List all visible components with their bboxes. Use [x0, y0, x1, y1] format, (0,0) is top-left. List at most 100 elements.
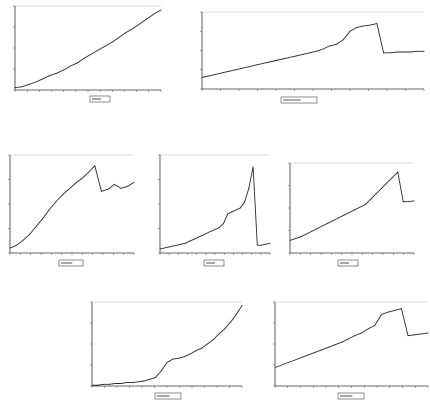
chart-5	[288, 162, 415, 267]
data-point	[387, 311, 389, 313]
data-point	[172, 245, 174, 247]
data-point	[224, 328, 226, 330]
data-point	[163, 247, 165, 249]
data-point	[403, 51, 405, 53]
data-point	[118, 36, 120, 38]
chart-2	[200, 11, 425, 104]
data-point	[180, 243, 182, 245]
data-point	[338, 217, 340, 219]
data-point	[364, 203, 366, 205]
chart-7	[273, 301, 429, 400]
data-point	[125, 31, 127, 33]
data-point	[193, 238, 195, 240]
data-point	[159, 248, 161, 250]
data-point	[248, 66, 250, 68]
data-point	[113, 183, 115, 185]
data-point	[120, 382, 122, 384]
data-point	[389, 52, 391, 54]
data-point	[55, 201, 57, 203]
data-point	[402, 201, 404, 203]
data-point	[68, 188, 70, 190]
data-point	[370, 198, 372, 200]
data-point	[108, 383, 110, 385]
data-point	[197, 236, 199, 238]
data-point	[35, 226, 37, 228]
data-point	[160, 9, 162, 11]
data-point	[56, 72, 58, 74]
data-point	[289, 239, 291, 241]
data-point	[332, 220, 334, 222]
data-point	[354, 335, 356, 337]
data-point	[275, 60, 277, 62]
chart-6	[90, 301, 243, 400]
data-point	[375, 193, 377, 195]
data-point	[63, 69, 65, 71]
data-point	[334, 344, 336, 346]
data-point	[416, 50, 418, 52]
data-point	[16, 244, 18, 246]
data-point	[218, 333, 220, 335]
data-point	[160, 370, 162, 372]
data-point	[9, 247, 11, 249]
data-point	[221, 72, 223, 74]
series-line-1	[9, 164, 135, 249]
data-point	[302, 53, 304, 55]
data-point	[316, 228, 318, 230]
data-point	[49, 75, 51, 77]
data-point	[178, 357, 180, 359]
data-point	[74, 182, 76, 184]
data-point	[282, 58, 284, 60]
data-point	[391, 176, 393, 178]
data-point	[322, 48, 324, 50]
data-point	[176, 244, 178, 246]
data-point	[154, 377, 156, 379]
data-point	[281, 364, 283, 366]
data-point	[347, 338, 349, 340]
data-point	[81, 178, 83, 180]
data-point	[208, 75, 210, 77]
data-point	[29, 233, 31, 235]
data-point	[120, 187, 122, 189]
data-point	[143, 380, 145, 382]
data-point	[97, 384, 99, 386]
data-point	[262, 63, 264, 65]
data-point	[244, 201, 246, 203]
data-point	[295, 55, 297, 57]
data-point	[103, 383, 105, 385]
data-point	[396, 51, 398, 53]
data-point	[397, 171, 399, 173]
data-point	[410, 51, 412, 53]
data-point	[423, 50, 425, 52]
data-point	[413, 200, 415, 202]
data-point	[235, 69, 237, 71]
data-point	[227, 213, 229, 215]
series-line-1	[14, 9, 162, 89]
data-point	[341, 341, 343, 343]
data-point	[288, 56, 290, 58]
data-point	[218, 227, 220, 229]
data-point	[206, 232, 208, 234]
data-point	[311, 230, 313, 232]
data-point	[359, 206, 361, 208]
data-point	[287, 361, 289, 363]
data-point	[149, 378, 151, 380]
data-point	[336, 43, 338, 45]
data-point	[235, 209, 237, 211]
data-point	[184, 242, 186, 244]
data-point	[48, 209, 50, 211]
data-point	[400, 308, 402, 310]
data-point	[255, 64, 257, 66]
data-point	[265, 243, 267, 245]
data-point	[206, 343, 208, 345]
data-point	[21, 86, 23, 88]
series-line-1	[274, 308, 429, 368]
data-point	[222, 223, 224, 225]
data-point	[356, 26, 358, 28]
data-point	[383, 52, 385, 54]
data-point	[189, 353, 191, 355]
data-point	[195, 350, 197, 352]
data-point	[100, 190, 102, 192]
data-point	[294, 359, 296, 361]
data-point	[408, 201, 410, 203]
